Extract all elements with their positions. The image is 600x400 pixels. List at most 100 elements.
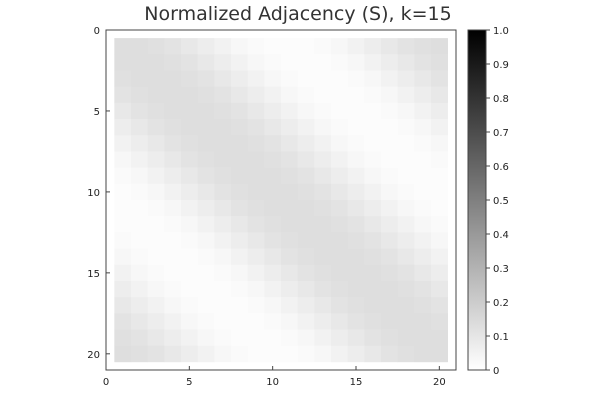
heatmap-cell	[431, 280, 448, 298]
heatmap-cell	[414, 54, 432, 71]
heatmap-cell	[381, 151, 398, 168]
heatmap-cell	[264, 86, 282, 104]
heatmap-cell	[197, 216, 215, 233]
heatmap-cell	[214, 151, 232, 168]
heatmap-cell	[197, 70, 215, 87]
heatmap-cell	[297, 297, 315, 314]
heatmap-cell	[181, 167, 198, 185]
heatmap-cell	[247, 70, 265, 87]
heatmap-cell	[381, 345, 398, 363]
heatmap-cell	[347, 329, 365, 347]
heatmap-cell	[414, 216, 432, 233]
x-tick-label: 10	[266, 377, 279, 388]
heatmap-cell	[381, 38, 398, 55]
heatmap-cell	[314, 151, 332, 168]
heatmap-cell	[397, 86, 415, 104]
heatmap-cell	[364, 280, 382, 298]
heatmap-cell	[414, 102, 432, 120]
heatmap-cell	[247, 167, 265, 185]
heatmap-cell	[231, 329, 248, 347]
heatmap-cell	[264, 313, 282, 330]
heatmap-cell	[297, 329, 315, 347]
heatmap-cell	[231, 38, 248, 55]
heatmap-cell	[414, 70, 432, 87]
heatmap-cell	[181, 38, 198, 55]
heatmap-cell	[431, 248, 448, 266]
heatmap-cell	[314, 248, 332, 266]
heatmap-cell	[264, 264, 282, 282]
heatmap-cell	[197, 54, 215, 71]
heatmap-cell	[214, 86, 232, 104]
heatmap-cell	[347, 167, 365, 185]
heatmap-cell	[397, 329, 415, 347]
heatmap-cell	[114, 167, 132, 185]
heatmap-cell	[114, 329, 132, 347]
heatmap-cell	[231, 200, 248, 217]
heatmap-cell	[331, 167, 348, 185]
heatmap-cell	[181, 151, 198, 168]
heatmap-cell	[347, 135, 365, 152]
chart-title: Normalized Adjacency (S), k=15	[144, 3, 451, 25]
heatmap-cell	[331, 119, 348, 136]
heatmap-cell	[197, 200, 215, 217]
heatmap-cell	[381, 135, 398, 152]
heatmap-cell	[314, 167, 332, 185]
heatmap-cell	[147, 151, 165, 168]
heatmap-cell	[181, 345, 198, 363]
heatmap-cell	[397, 232, 415, 249]
heatmap-cell	[414, 345, 432, 363]
x-tick-label: 5	[186, 377, 192, 388]
heatmap-cell	[431, 151, 448, 168]
heatmap-cell	[281, 297, 298, 314]
heatmap-cell	[247, 151, 265, 168]
heatmap-cell	[281, 183, 298, 201]
y-tick-label: 15	[87, 269, 100, 280]
heatmap-cell	[381, 102, 398, 120]
heatmap-cell	[114, 102, 132, 120]
heatmap-cell	[281, 54, 298, 71]
heatmap-cell	[414, 248, 432, 266]
heatmap-cell	[214, 313, 232, 330]
heatmap-cell	[114, 119, 132, 136]
heatmap-cell	[164, 38, 182, 55]
heatmap-cell	[147, 313, 165, 330]
heatmap-cell	[264, 54, 282, 71]
heatmap-cell	[114, 232, 132, 249]
heatmap-cell	[331, 345, 348, 363]
heatmap-cell	[131, 329, 148, 347]
heatmap-cell	[197, 167, 215, 185]
heatmap-cell	[414, 119, 432, 136]
heatmap-cell	[314, 102, 332, 120]
colorbar-tick-label: 0.9	[493, 60, 509, 71]
heatmap-cell	[114, 54, 132, 71]
heatmap-cell	[381, 329, 398, 347]
heatmap-cell	[181, 86, 198, 104]
heatmap-cell	[231, 280, 248, 298]
heatmap-cell	[364, 345, 382, 363]
heatmap-cell	[347, 54, 365, 71]
heatmap-cell	[397, 264, 415, 282]
heatmap-cell	[231, 86, 248, 104]
heatmap-cell	[297, 119, 315, 136]
heatmap-cell	[397, 119, 415, 136]
heatmap-cell	[331, 297, 348, 314]
heatmap-cell	[114, 200, 132, 217]
heatmap-cell	[281, 232, 298, 249]
heatmap-cell	[197, 297, 215, 314]
heatmap-cell	[164, 264, 182, 282]
heatmap-cell	[397, 151, 415, 168]
heatmap-cell	[314, 135, 332, 152]
heatmap-cell	[131, 280, 148, 298]
heatmap-cell	[297, 216, 315, 233]
heatmap-cell	[397, 38, 415, 55]
heatmap-cell	[431, 345, 448, 363]
heatmap-cell	[164, 297, 182, 314]
heatmap-cell	[131, 119, 148, 136]
heatmap-cell	[264, 70, 282, 87]
heatmap-cell	[297, 200, 315, 217]
heatmap-cell	[314, 345, 332, 363]
heatmap-cell	[231, 70, 248, 87]
heatmap-cell	[314, 216, 332, 233]
colorbar-tick-label: 0.4	[493, 230, 509, 241]
